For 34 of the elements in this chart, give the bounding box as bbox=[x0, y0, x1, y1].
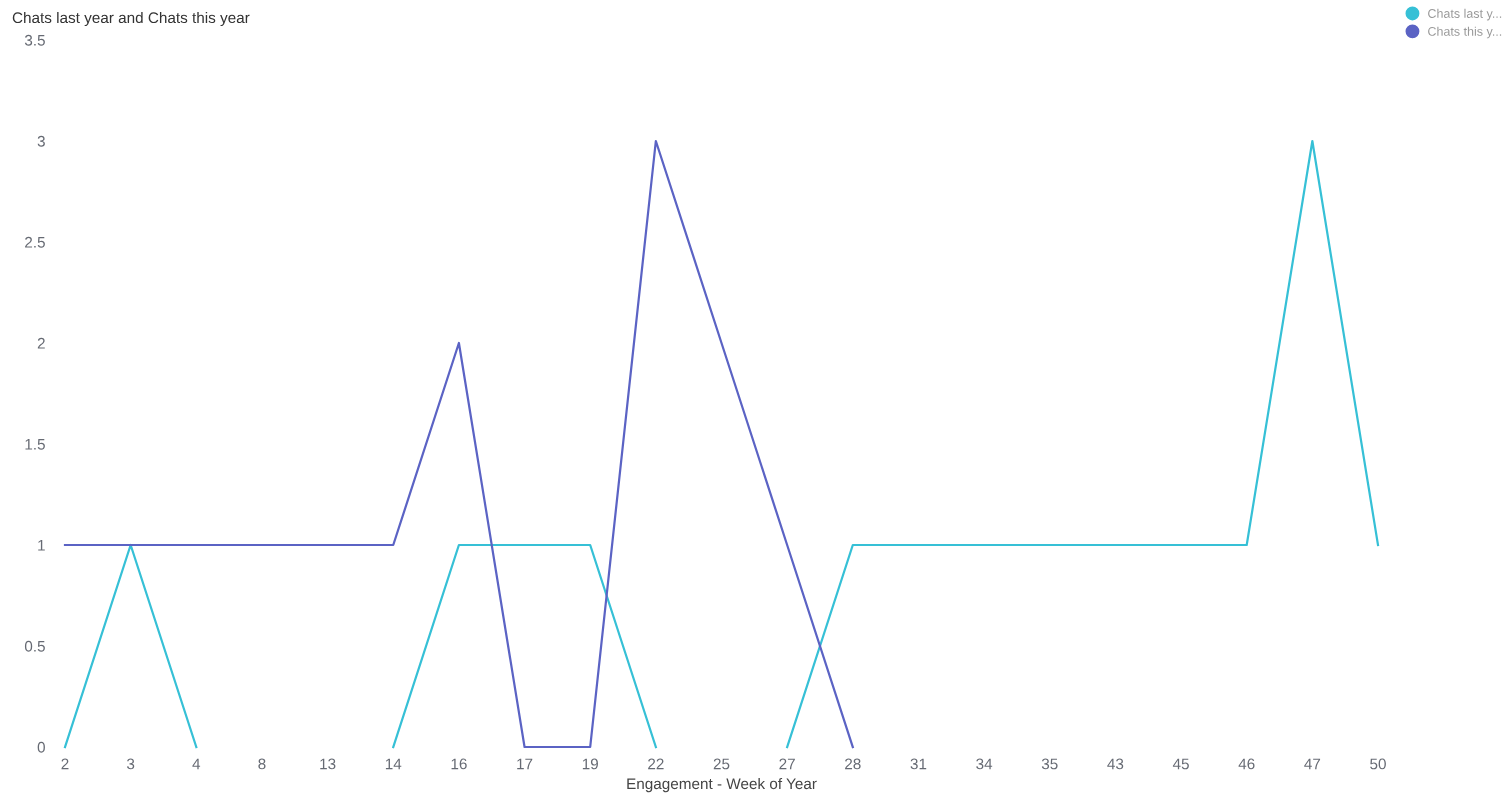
x-tick-label: 8 bbox=[258, 758, 266, 770]
x-tick-label: 17 bbox=[517, 758, 533, 770]
x-tick-label: 27 bbox=[779, 758, 795, 770]
x-tick-label: 13 bbox=[320, 758, 336, 770]
x-tick-label: 35 bbox=[1041, 758, 1058, 770]
x-tick-label: 46 bbox=[1238, 758, 1255, 770]
legend-label: Chats last y... bbox=[1428, 8, 1502, 21]
x-tick-label: 19 bbox=[582, 758, 598, 770]
x-tick-label: 2 bbox=[61, 758, 69, 770]
x-tick-label: 31 bbox=[910, 758, 927, 770]
x-tick-label: 47 bbox=[1304, 758, 1321, 770]
x-tick-label: 3 bbox=[126, 758, 135, 770]
x-tick-label: 25 bbox=[713, 758, 730, 770]
y-tick-label: 2.5 bbox=[25, 236, 45, 248]
x-tick-label: 45 bbox=[1172, 758, 1189, 770]
y-tick-label: 3 bbox=[37, 135, 45, 147]
x-tick-label: 43 bbox=[1107, 758, 1124, 770]
y-tick-label: 1.5 bbox=[25, 439, 45, 450]
y-tick-label: 3.5 bbox=[24, 34, 45, 46]
y-tick-label: 0.5 bbox=[24, 640, 45, 652]
x-tick-label: 14 bbox=[385, 758, 402, 770]
legend-label: Chats this y... bbox=[1428, 26, 1502, 39]
y-tick-label: 2 bbox=[37, 337, 45, 349]
y-tick-label: 1 bbox=[38, 540, 45, 551]
x-tick-label: 4 bbox=[192, 758, 201, 770]
line-series bbox=[63, 139, 854, 749]
chart-title: Chats last year and Chats this year bbox=[12, 11, 250, 27]
x-axis-title: Engagement - Week of Year bbox=[627, 777, 817, 793]
x-tick-label: 22 bbox=[648, 758, 664, 770]
x-tick-label: 28 bbox=[845, 758, 861, 770]
x-tick-label: 16 bbox=[451, 758, 467, 770]
x-tick-label: 34 bbox=[976, 758, 993, 770]
y-tick-label: 0 bbox=[37, 741, 45, 753]
x-tick-label: 50 bbox=[1370, 758, 1386, 770]
